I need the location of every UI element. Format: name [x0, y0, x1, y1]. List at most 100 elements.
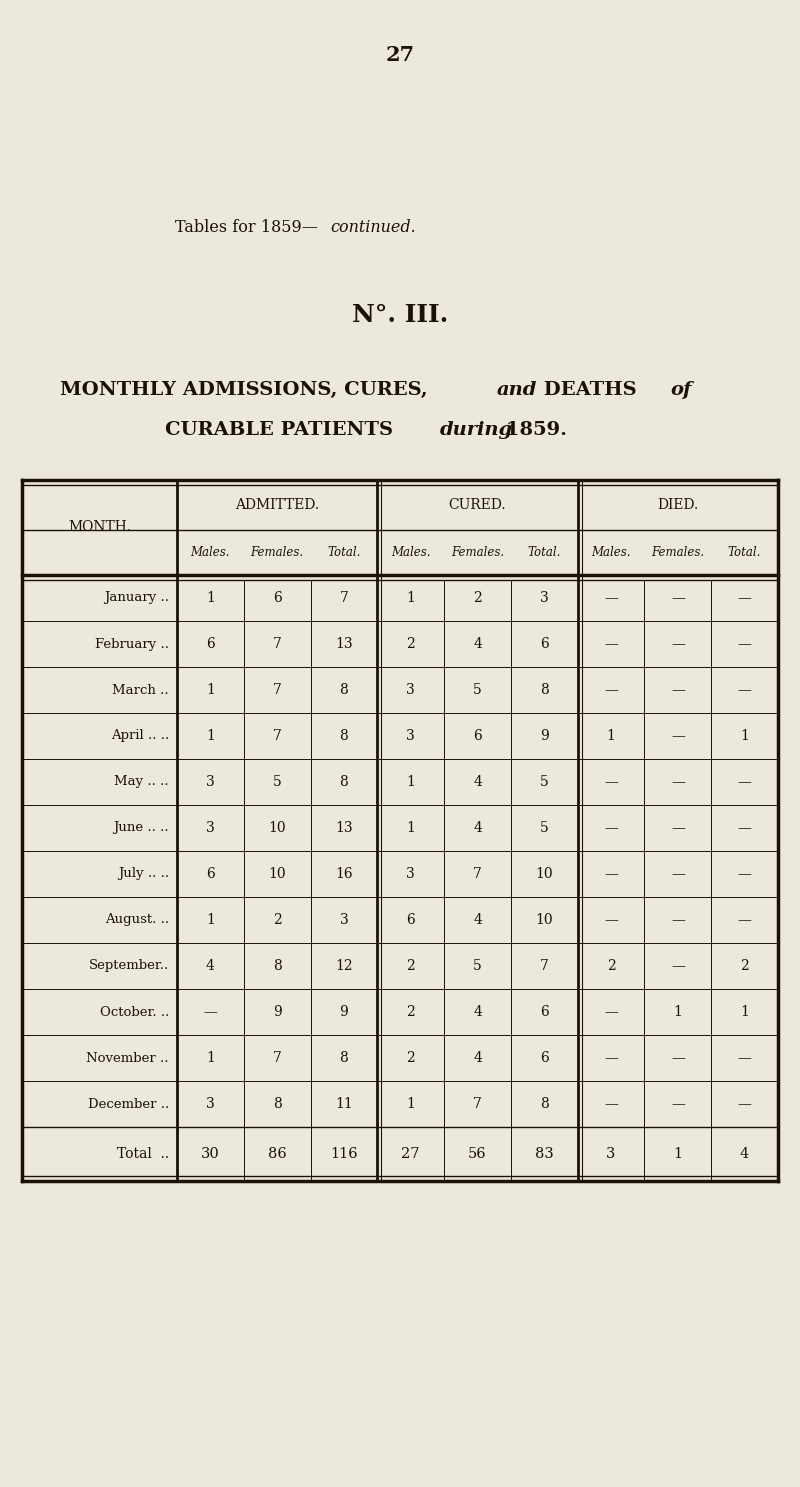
Text: 3: 3	[206, 1097, 214, 1111]
Text: 116: 116	[330, 1146, 358, 1161]
Text: —: —	[604, 683, 618, 697]
Text: 30: 30	[201, 1146, 220, 1161]
Text: 1: 1	[674, 1005, 682, 1019]
Text: 1: 1	[740, 1005, 749, 1019]
Text: —: —	[738, 683, 751, 697]
Text: 56: 56	[468, 1146, 487, 1161]
Text: —: —	[604, 913, 618, 926]
Text: 86: 86	[268, 1146, 286, 1161]
Text: 1: 1	[206, 683, 215, 697]
Text: 1: 1	[406, 1097, 415, 1111]
Text: 1: 1	[406, 775, 415, 790]
Text: 10: 10	[268, 821, 286, 836]
Text: MONTH.: MONTH.	[68, 520, 131, 534]
Text: February ..: February ..	[95, 638, 169, 650]
Text: —: —	[671, 821, 685, 836]
Text: March ..: March ..	[112, 684, 169, 696]
Text: —: —	[604, 821, 618, 836]
Text: 1: 1	[674, 1146, 682, 1161]
Text: Total.: Total.	[728, 546, 762, 559]
Text: 27: 27	[386, 45, 414, 65]
Text: —: —	[738, 775, 751, 790]
Text: 1: 1	[206, 913, 215, 926]
Text: —: —	[604, 867, 618, 880]
Text: December ..: December ..	[88, 1097, 169, 1111]
Text: 2: 2	[406, 1051, 415, 1065]
Text: 27: 27	[402, 1146, 420, 1161]
Text: during: during	[440, 421, 513, 439]
Text: of: of	[670, 381, 691, 399]
Text: 7: 7	[273, 729, 282, 744]
Text: ADMITTED.: ADMITTED.	[235, 498, 319, 512]
Text: 4: 4	[473, 636, 482, 651]
Text: —: —	[671, 636, 685, 651]
Text: Females.: Females.	[651, 546, 704, 559]
Text: DIED.: DIED.	[658, 498, 698, 512]
Text: —: —	[671, 867, 685, 880]
Text: 6: 6	[540, 1051, 549, 1065]
Text: 6: 6	[406, 913, 415, 926]
Text: 8: 8	[339, 775, 348, 790]
Text: 8: 8	[273, 959, 282, 972]
Text: August. ..: August. ..	[105, 913, 169, 926]
Text: 6: 6	[540, 636, 549, 651]
Text: —: —	[671, 1051, 685, 1065]
Text: 1: 1	[406, 821, 415, 836]
Text: 10: 10	[268, 867, 286, 880]
Text: 7: 7	[473, 867, 482, 880]
Text: 7: 7	[540, 959, 549, 972]
Text: 3: 3	[206, 821, 214, 836]
Text: —: —	[671, 775, 685, 790]
Text: 5: 5	[540, 775, 549, 790]
Text: 6: 6	[540, 1005, 549, 1019]
Text: 3: 3	[606, 1146, 616, 1161]
Text: Males.: Males.	[190, 546, 230, 559]
Text: November ..: November ..	[86, 1051, 169, 1065]
Text: continued.: continued.	[330, 220, 416, 236]
Text: 2: 2	[473, 590, 482, 605]
Text: Females.: Females.	[250, 546, 304, 559]
Text: —: —	[604, 1051, 618, 1065]
Text: April .. ..: April .. ..	[110, 730, 169, 742]
Text: 1: 1	[206, 590, 215, 605]
Text: 1: 1	[406, 590, 415, 605]
Text: 4: 4	[206, 959, 215, 972]
Text: 7: 7	[473, 1097, 482, 1111]
Text: 13: 13	[335, 821, 353, 836]
Text: 1859.: 1859.	[499, 421, 567, 439]
Text: 9: 9	[540, 729, 549, 744]
Text: —: —	[604, 1005, 618, 1019]
Text: —: —	[671, 683, 685, 697]
Text: 8: 8	[339, 683, 348, 697]
Text: 8: 8	[273, 1097, 282, 1111]
Text: 7: 7	[273, 683, 282, 697]
Text: 83: 83	[535, 1146, 554, 1161]
Text: 2: 2	[406, 1005, 415, 1019]
Text: 4: 4	[740, 1146, 750, 1161]
Text: 7: 7	[273, 1051, 282, 1065]
Text: 3: 3	[406, 683, 415, 697]
Text: and: and	[497, 381, 538, 399]
Text: —: —	[203, 1005, 218, 1019]
Text: June .. ..: June .. ..	[114, 821, 169, 834]
Text: 8: 8	[540, 683, 549, 697]
Text: —: —	[738, 867, 751, 880]
Text: 5: 5	[473, 683, 482, 697]
Text: 3: 3	[540, 590, 549, 605]
Text: —: —	[604, 590, 618, 605]
Text: 7: 7	[339, 590, 348, 605]
Text: 6: 6	[206, 867, 214, 880]
Text: CURED.: CURED.	[449, 498, 506, 512]
Text: 3: 3	[206, 775, 214, 790]
Text: 6: 6	[206, 636, 214, 651]
Text: 5: 5	[273, 775, 282, 790]
Text: Total  ..: Total ..	[117, 1146, 169, 1161]
Text: May .. ..: May .. ..	[114, 776, 169, 788]
Text: July .. ..: July .. ..	[118, 867, 169, 880]
Text: 4: 4	[473, 1005, 482, 1019]
Text: DEATHS: DEATHS	[537, 381, 643, 399]
Text: 12: 12	[335, 959, 353, 972]
Text: 2: 2	[406, 959, 415, 972]
Text: September..: September..	[89, 959, 169, 972]
Text: —: —	[738, 1051, 751, 1065]
